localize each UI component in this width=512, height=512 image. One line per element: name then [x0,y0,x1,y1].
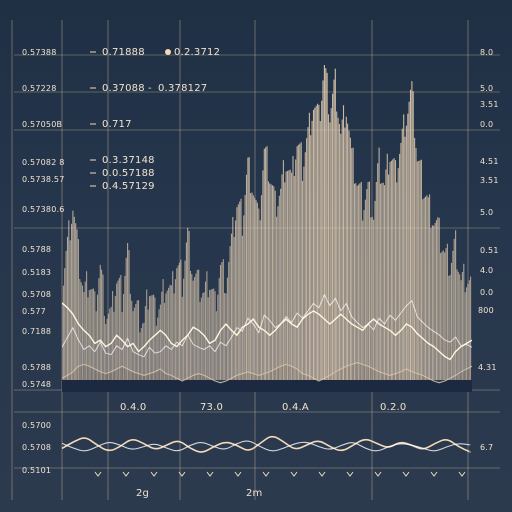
bottom-left-label: 0.5708 [22,443,52,452]
main-area-chart [62,65,472,392]
bottom-series-line [61,440,471,452]
upper-annotation: 0.4.57129 [102,181,155,192]
right-axis-label: 0.0 [480,120,494,129]
bottom-tick-mark [374,471,382,477]
upper-annotation: 0.717 [102,119,132,130]
x-tick-label: 0.2.0 [380,402,407,413]
bottom-series-line [61,435,471,453]
upper-annotation-extra: 0.2.3712 [174,47,221,58]
upper-annotation-extra: 0.378127 [158,83,208,94]
upper-annotation-marks [90,49,171,187]
right-axis-label: 0.0 [480,288,494,297]
bottom-right-label: 6.7 [480,443,494,452]
right-axis-label: 5.0 [480,208,494,217]
upper-annotation: 0.71888 [102,47,145,58]
upper-annotation: 0.37088 [102,83,145,94]
upper-left-label: 0.5738.57 [22,175,65,184]
annotation-dot [165,49,171,55]
right-axis-label: 800 [478,306,494,315]
bottom-line-chart [61,435,471,477]
bottom-tick-mark [206,471,214,477]
upper-left-label: 0.57082 8 [22,158,65,167]
bottom-tick-mark [402,471,410,477]
chart-left-label: 0.5183 [22,268,52,277]
chart-left-label: 0.577 [22,307,46,316]
right-axis-label: 3.51 [480,176,499,185]
upper-left-label: 0.57388 [22,48,57,57]
upper-left-label: 0.57380.6 [22,205,65,214]
bottom-x-label: 2g [136,488,150,499]
right-axis-label: 4.51 [480,157,499,166]
chart-left-label: 0.5788 [22,363,52,372]
right-axis-label: 4.31 [478,363,497,372]
right-axis-label: 0.51 [480,246,499,255]
right-axis-label: 3.51 [480,100,499,109]
bottom-tick-mark [234,471,242,477]
bottom-tick-mark [262,471,270,477]
bottom-tick-mark [150,471,158,477]
bottom-tick-mark [122,471,130,477]
chart-left-label: 0.5748 [22,380,52,389]
bottom-tick-mark [318,471,326,477]
upper-left-label: 0.57050B [22,120,63,129]
upper-annotation: 0.0.57188 [102,168,155,179]
chart-left-label: 0.7188 [22,327,52,336]
upper-annotation-extra: - [148,83,152,94]
upper-left-label: 0.57228 [22,84,57,93]
x-tick-label: 73.0 [200,402,224,413]
upper-annotation: 0.3.37148 [102,155,155,166]
chart-left-label: 0.5708 [22,290,52,299]
bottom-tick-mark [178,471,186,477]
x-tick-label: 0.4.0 [120,402,147,413]
right-axis-label: 8.0 [480,48,494,57]
chart-left-label: 0.5788 [22,245,52,254]
bottom-left-label: 0.5101 [22,466,52,475]
bottom-tick-mark [458,471,466,477]
bottom-x-label: 2m [246,488,263,499]
bottom-tick-mark [290,471,298,477]
bottom-left-label: 0.5700 [22,421,52,430]
right-axis-label: 4.0 [480,266,494,275]
series-line [62,293,472,358]
bottom-tick-mark [94,471,102,477]
x-tick-label: 0.4.A [282,402,309,413]
bottom-tick-mark [346,471,354,477]
bottom-tick-mark [430,471,438,477]
right-axis-label: 5.0 [480,84,494,93]
series-line [62,362,472,384]
main-plot-area [62,65,472,392]
